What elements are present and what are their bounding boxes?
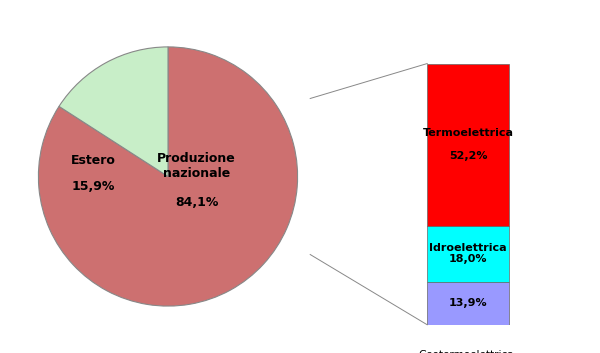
Text: Idroelettrica
18,0%: Idroelettrica 18,0% <box>429 243 507 264</box>
Text: Geotermoelettrica,
eolica e
fotovoltaica: Geotermoelettrica, eolica e fotovoltaica <box>419 349 517 353</box>
Wedge shape <box>59 47 168 176</box>
Text: 84,1%: 84,1% <box>175 196 218 209</box>
Bar <box>427 226 509 282</box>
Text: Estero: Estero <box>70 155 115 167</box>
Text: Termoelettrica

52,2%: Termoelettrica 52,2% <box>422 128 514 161</box>
Text: 13,9%: 13,9% <box>449 298 487 308</box>
Text: 15,9%: 15,9% <box>71 180 115 193</box>
Wedge shape <box>38 47 298 306</box>
Text: Produzione
nazionale: Produzione nazionale <box>157 152 236 180</box>
Bar <box>427 282 509 325</box>
Bar <box>427 64 509 226</box>
